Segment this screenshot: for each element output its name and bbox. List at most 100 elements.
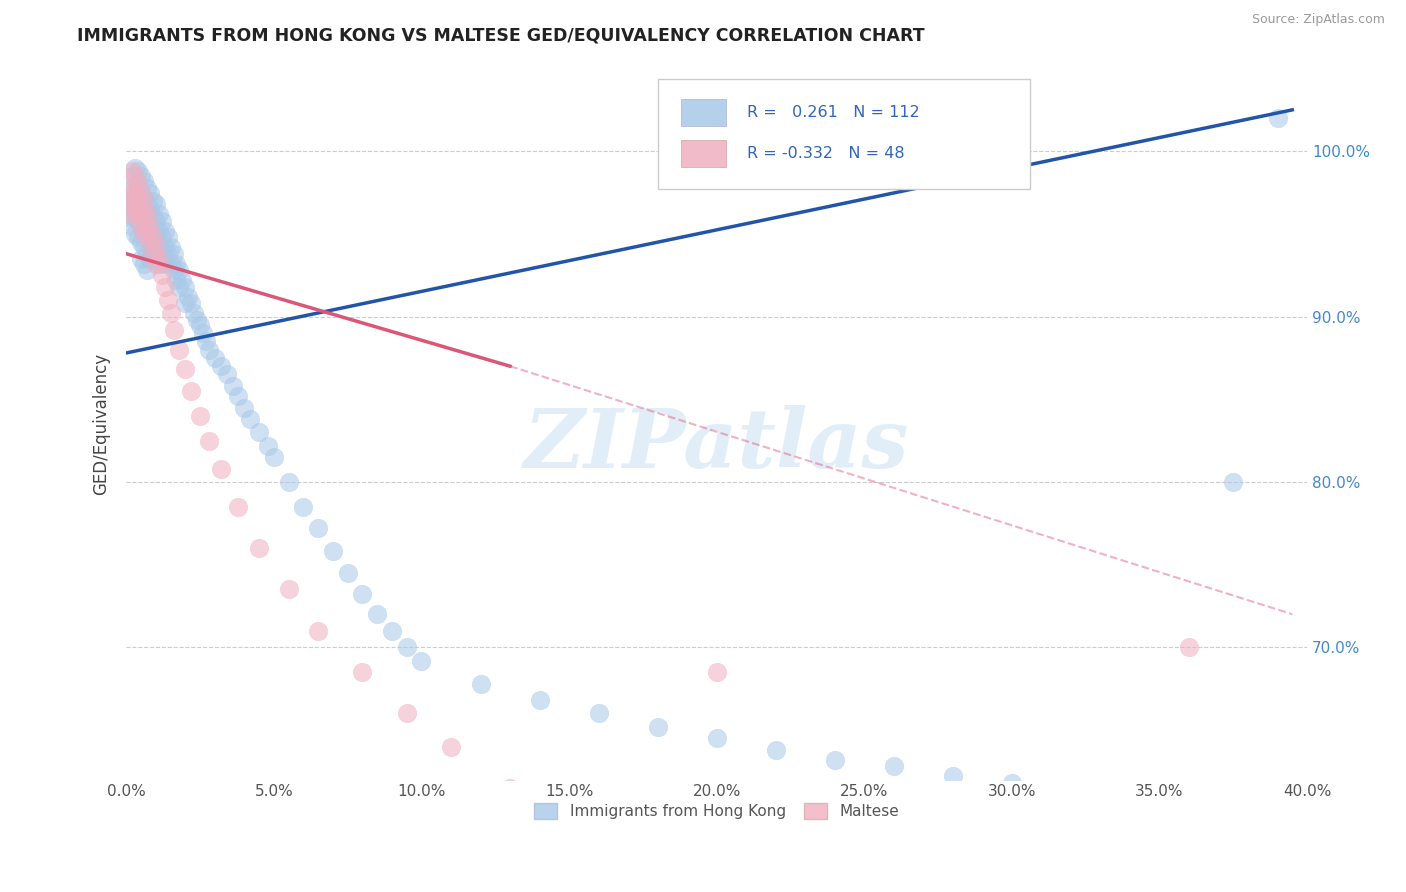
Point xyxy=(121,186,143,200)
Point xyxy=(121,219,143,233)
Point xyxy=(209,461,232,475)
Point xyxy=(142,246,165,260)
Point xyxy=(172,273,194,287)
Point xyxy=(159,306,181,320)
Point xyxy=(150,246,173,260)
Point xyxy=(153,223,176,237)
Point xyxy=(277,475,299,489)
Point xyxy=(132,223,155,237)
Point xyxy=(1060,782,1083,797)
Point xyxy=(148,223,170,237)
Point xyxy=(180,296,202,310)
Point xyxy=(706,665,728,679)
Point xyxy=(942,769,965,783)
Point xyxy=(209,359,232,374)
Point xyxy=(136,213,159,227)
Point xyxy=(145,197,167,211)
Point xyxy=(186,313,208,327)
Point xyxy=(183,306,205,320)
Point xyxy=(121,197,143,211)
Point xyxy=(169,263,191,277)
Point xyxy=(150,268,173,283)
Point xyxy=(395,640,418,655)
Point xyxy=(228,389,250,403)
Point xyxy=(124,169,146,183)
Point xyxy=(136,180,159,194)
Point xyxy=(150,213,173,227)
Point xyxy=(121,202,143,216)
Point xyxy=(148,257,170,271)
Point xyxy=(136,223,159,237)
Point xyxy=(124,161,146,175)
Point xyxy=(440,739,463,754)
Point xyxy=(136,197,159,211)
Point xyxy=(129,186,152,200)
Point xyxy=(136,230,159,244)
Point xyxy=(129,202,152,216)
Point xyxy=(129,219,152,233)
Point xyxy=(166,273,188,287)
Point xyxy=(177,290,200,304)
Point xyxy=(188,318,211,332)
Point xyxy=(1178,789,1201,804)
Point xyxy=(159,240,181,254)
Point xyxy=(129,202,152,216)
Point xyxy=(121,169,143,183)
Point xyxy=(148,252,170,266)
Point xyxy=(162,263,184,277)
Point xyxy=(257,439,280,453)
Point xyxy=(156,293,179,307)
Point xyxy=(139,219,162,233)
Point xyxy=(588,805,610,820)
Point xyxy=(239,412,262,426)
Point xyxy=(124,178,146,192)
Point xyxy=(127,178,149,192)
Point xyxy=(247,425,270,440)
Point xyxy=(121,164,143,178)
FancyBboxPatch shape xyxy=(682,140,725,168)
Point xyxy=(142,244,165,258)
Point xyxy=(148,240,170,254)
Point xyxy=(145,240,167,254)
Point xyxy=(145,246,167,260)
Point xyxy=(129,186,152,200)
Point xyxy=(169,343,191,357)
Y-axis label: GED/Equivalency: GED/Equivalency xyxy=(93,353,110,495)
Point xyxy=(499,780,522,795)
Point xyxy=(706,731,728,746)
Point xyxy=(118,190,141,204)
Point xyxy=(150,230,173,244)
Point xyxy=(307,624,329,638)
Point xyxy=(263,450,285,464)
Point xyxy=(162,323,184,337)
Point xyxy=(153,240,176,254)
Point xyxy=(162,246,184,260)
Point xyxy=(159,257,181,271)
Point xyxy=(132,190,155,204)
Point xyxy=(129,169,152,183)
Point xyxy=(381,624,404,638)
Point xyxy=(395,706,418,721)
Point xyxy=(145,230,167,244)
Point xyxy=(118,211,141,225)
Point xyxy=(1222,475,1244,489)
Point xyxy=(136,207,159,221)
Point xyxy=(142,194,165,208)
Point xyxy=(1267,111,1289,125)
Point xyxy=(132,174,155,188)
Point xyxy=(221,379,243,393)
Point xyxy=(127,180,149,194)
Point xyxy=(765,743,787,757)
Point xyxy=(118,207,141,221)
Point xyxy=(529,693,551,707)
Point xyxy=(180,384,202,398)
Point xyxy=(132,211,155,225)
Point xyxy=(139,235,162,249)
Point xyxy=(198,434,221,448)
Point xyxy=(647,720,669,734)
Point xyxy=(139,202,162,216)
Point xyxy=(118,194,141,208)
Point xyxy=(883,759,905,773)
FancyBboxPatch shape xyxy=(682,99,725,126)
Point xyxy=(124,211,146,225)
